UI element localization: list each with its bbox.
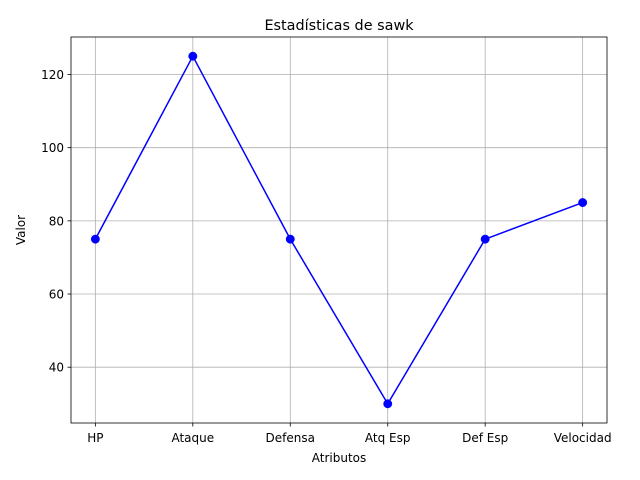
y-tick-label: 120: [41, 68, 64, 82]
y-tick-label: 100: [41, 141, 64, 155]
x-tick-label: Defensa: [266, 431, 315, 445]
data-point-marker: [383, 399, 393, 409]
data-point-marker: [578, 198, 588, 208]
chart-title: Estadísticas de sawk: [264, 18, 414, 34]
y-axis-ticks: 40 60 80 100 120: [41, 68, 71, 375]
y-tick-label: 60: [49, 288, 64, 302]
y-axis-label: Valor: [14, 215, 28, 245]
y-tick-label: 40: [49, 361, 64, 375]
x-tick-label: Def Esp: [462, 431, 508, 445]
y-tick-label: 80: [49, 214, 64, 228]
series-line: [94, 55, 583, 405]
x-tick-label: HP: [87, 431, 103, 445]
series-group: [90, 51, 588, 409]
data-point-marker: [285, 234, 295, 244]
x-tick-label: Velocidad: [554, 431, 612, 445]
x-axis-label: Atributos: [312, 451, 367, 465]
data-point-marker: [90, 234, 100, 244]
data-point-marker: [480, 234, 490, 244]
plot-frame: [70, 36, 608, 424]
x-tick-label: Atq Esp: [365, 431, 411, 445]
grid-lines: [71, 37, 607, 423]
x-tick-label: Ataque: [171, 431, 214, 445]
data-point-marker: [188, 51, 198, 61]
x-axis-ticks: HP Ataque Defensa Atq Esp Def Esp Velocidad: [87, 423, 612, 445]
